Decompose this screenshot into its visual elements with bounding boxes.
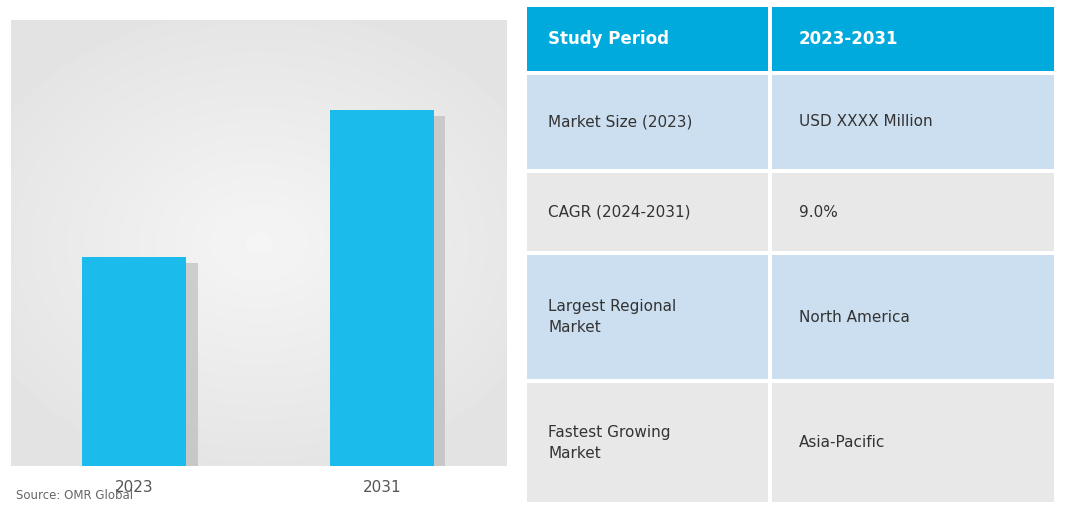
Text: Largest Regional
Market: Largest Regional Market xyxy=(548,300,676,335)
Bar xyxy=(341,116,445,473)
Bar xyxy=(772,255,1054,379)
Bar xyxy=(772,75,1054,168)
Text: CAGR (2024-2031): CAGR (2024-2031) xyxy=(548,205,691,220)
Bar xyxy=(527,7,768,71)
Bar xyxy=(772,383,1054,502)
Text: Source: OMR Global: Source: OMR Global xyxy=(16,489,133,502)
Bar xyxy=(94,263,198,473)
Bar xyxy=(527,75,768,168)
Bar xyxy=(527,383,768,502)
Bar xyxy=(82,257,186,466)
Bar xyxy=(330,110,435,466)
Bar xyxy=(772,7,1054,71)
Bar xyxy=(772,173,1054,251)
Text: 2023-2031: 2023-2031 xyxy=(799,30,898,48)
Text: Study Period: Study Period xyxy=(548,30,669,48)
Text: Asia-Pacific: Asia-Pacific xyxy=(799,435,885,451)
Text: North America: North America xyxy=(799,310,910,325)
Bar xyxy=(527,255,768,379)
Bar xyxy=(527,173,768,251)
Text: 9.0%: 9.0% xyxy=(799,205,837,220)
Text: SINUS DILATION DEVICES MARKET: SINUS DILATION DEVICES MARKET xyxy=(31,0,329,2)
Text: Market Size (2023): Market Size (2023) xyxy=(548,114,692,129)
Text: Fastest Growing
Market: Fastest Growing Market xyxy=(548,425,671,461)
Text: USD XXXX Million: USD XXXX Million xyxy=(799,114,932,129)
